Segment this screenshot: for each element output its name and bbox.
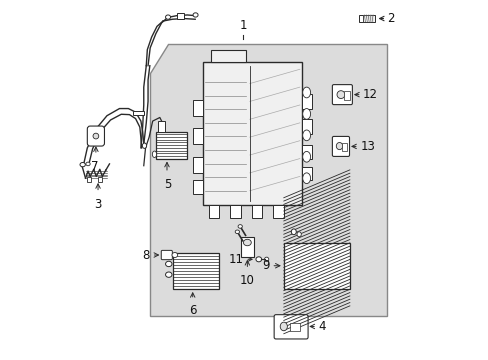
Ellipse shape	[235, 230, 239, 234]
Ellipse shape	[93, 133, 99, 139]
Ellipse shape	[302, 152, 310, 162]
FancyBboxPatch shape	[161, 250, 172, 260]
Text: 5: 5	[163, 178, 171, 191]
Bar	[87, 177, 91, 182]
Text: 11: 11	[228, 253, 244, 266]
Bar	[363, 15, 374, 22]
Bar	[272, 205, 283, 217]
FancyBboxPatch shape	[87, 126, 104, 146]
Bar	[283, 243, 349, 289]
Text: 2: 2	[386, 12, 394, 25]
Bar	[230, 205, 241, 217]
FancyBboxPatch shape	[274, 315, 307, 339]
Ellipse shape	[238, 225, 242, 228]
Bar	[156, 132, 186, 158]
Text: 3: 3	[94, 198, 102, 211]
Bar	[98, 177, 102, 182]
Ellipse shape	[302, 173, 310, 184]
Ellipse shape	[193, 13, 198, 17]
Text: 9: 9	[262, 259, 269, 272]
Text: 8: 8	[142, 248, 149, 261]
Bar	[301, 145, 311, 158]
Bar	[192, 100, 203, 116]
Ellipse shape	[336, 143, 342, 150]
FancyBboxPatch shape	[332, 136, 349, 157]
Bar	[203, 62, 301, 205]
Text: 6: 6	[188, 304, 196, 317]
Text: 4: 4	[317, 320, 325, 333]
Bar	[289, 323, 299, 331]
Bar	[301, 119, 311, 134]
Ellipse shape	[165, 272, 172, 277]
Bar	[358, 15, 363, 22]
Text: 1: 1	[239, 19, 246, 32]
Bar	[341, 143, 346, 151]
Ellipse shape	[255, 257, 261, 262]
Ellipse shape	[296, 232, 301, 237]
Text: 13: 13	[360, 140, 374, 153]
Bar	[192, 180, 203, 194]
Bar	[343, 91, 349, 100]
Ellipse shape	[302, 87, 310, 98]
Bar	[210, 50, 246, 62]
Ellipse shape	[152, 151, 156, 157]
Bar	[133, 111, 143, 115]
Bar	[301, 94, 311, 109]
Ellipse shape	[165, 15, 170, 19]
Bar	[241, 237, 253, 257]
Polygon shape	[149, 44, 386, 316]
Ellipse shape	[291, 229, 296, 235]
Ellipse shape	[336, 91, 344, 99]
Bar	[208, 205, 219, 217]
Text: 12: 12	[363, 88, 377, 101]
Ellipse shape	[86, 162, 90, 166]
Bar	[251, 205, 262, 217]
Bar	[192, 128, 203, 144]
Bar	[173, 253, 219, 289]
Ellipse shape	[264, 257, 268, 261]
Bar	[192, 157, 203, 173]
Ellipse shape	[302, 109, 310, 119]
Ellipse shape	[243, 239, 251, 246]
FancyBboxPatch shape	[332, 85, 352, 105]
Ellipse shape	[142, 143, 146, 148]
Ellipse shape	[165, 261, 172, 267]
Text: 7: 7	[91, 160, 98, 174]
Text: 10: 10	[240, 274, 254, 287]
Bar	[176, 13, 184, 19]
Ellipse shape	[280, 322, 287, 331]
Ellipse shape	[172, 252, 177, 257]
Ellipse shape	[80, 162, 85, 167]
Bar	[158, 121, 165, 132]
Ellipse shape	[302, 130, 310, 141]
Bar	[301, 167, 311, 180]
